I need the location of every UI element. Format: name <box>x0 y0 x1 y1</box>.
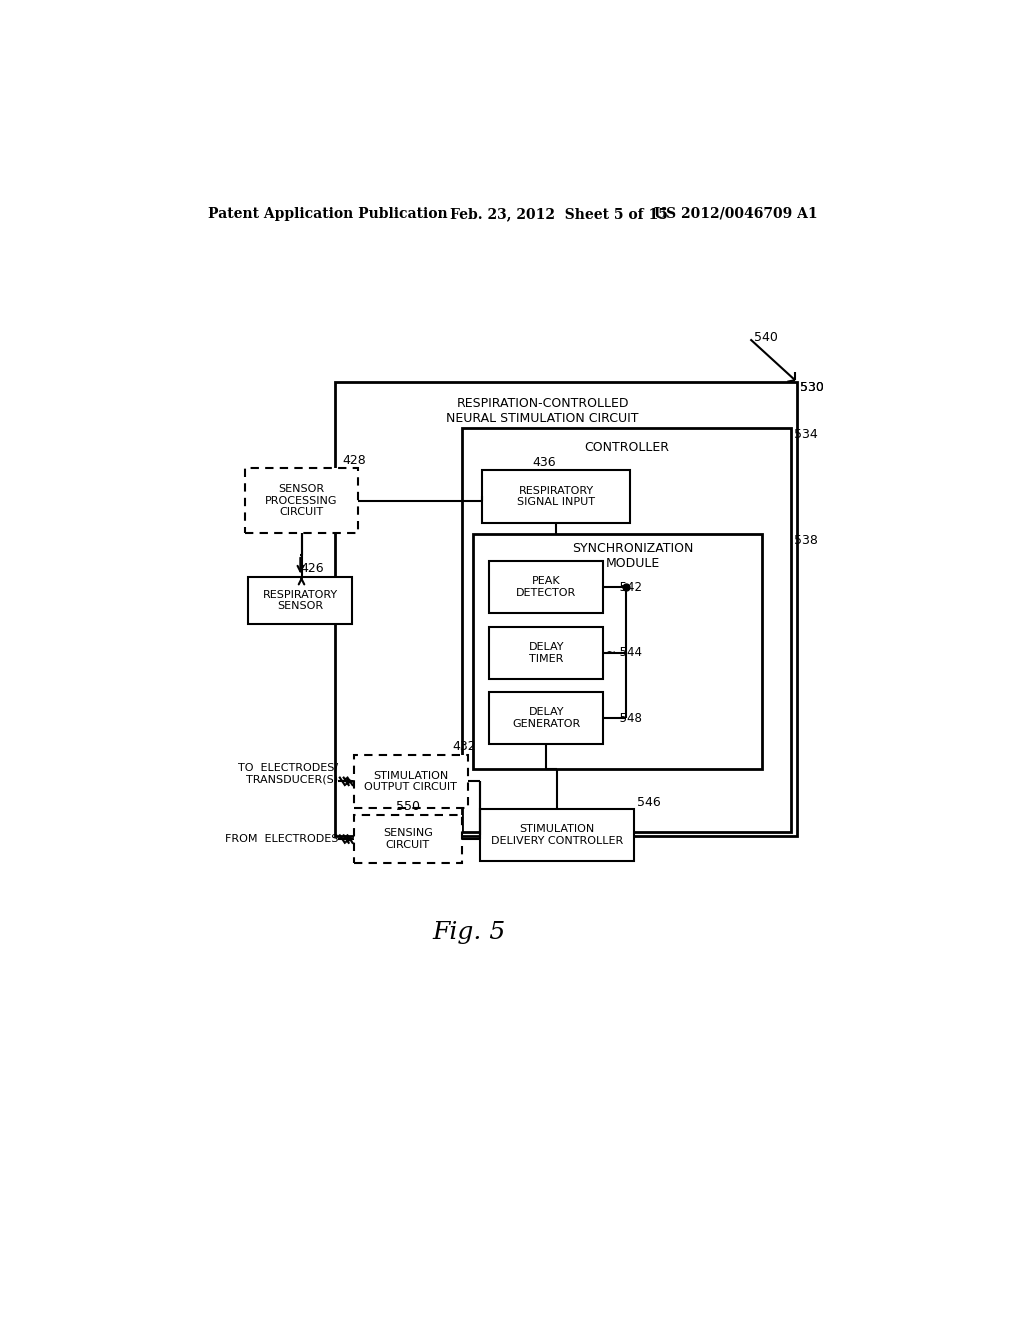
Bar <box>245 469 358 533</box>
Text: ~ 544: ~ 544 <box>606 647 642 659</box>
Bar <box>489 692 603 744</box>
Text: 428: 428 <box>343 454 367 467</box>
Text: 550: 550 <box>395 800 420 813</box>
Bar <box>489 561 603 614</box>
Bar <box>335 381 797 836</box>
Text: 530: 530 <box>800 381 823 395</box>
Text: SENSOR
PROCESSING
CIRCUIT: SENSOR PROCESSING CIRCUIT <box>265 484 338 517</box>
Bar <box>354 755 468 808</box>
Bar <box>249 577 352 624</box>
Text: RESPIRATORY
SENSOR: RESPIRATORY SENSOR <box>263 590 338 611</box>
Text: FROM  ELECTRODES: FROM ELECTRODES <box>225 834 339 843</box>
Text: CONTROLLER: CONTROLLER <box>584 441 669 454</box>
Text: DELAY
GENERATOR: DELAY GENERATOR <box>512 708 581 729</box>
Text: STIMULATION
OUTPUT CIRCUIT: STIMULATION OUTPUT CIRCUIT <box>365 771 458 792</box>
Text: TO  ELECTRODES/
TRANSDUCER(S): TO ELECTRODES/ TRANSDUCER(S) <box>239 763 339 784</box>
Bar <box>489 627 603 678</box>
Text: DELAY
TIMER: DELAY TIMER <box>528 642 564 664</box>
Text: 546: 546 <box>637 796 660 809</box>
Text: 530: 530 <box>800 381 823 395</box>
Text: 426: 426 <box>300 562 324 576</box>
Text: 534: 534 <box>795 428 818 441</box>
Text: SYNCHRONIZATION
MODULE: SYNCHRONIZATION MODULE <box>572 541 693 570</box>
Bar <box>481 470 631 523</box>
Text: 540: 540 <box>755 331 778 345</box>
Bar <box>462 428 792 832</box>
Text: RESPIRATORY
SIGNAL INPUT: RESPIRATORY SIGNAL INPUT <box>517 486 595 507</box>
Bar <box>473 535 762 770</box>
Text: SENSING
CIRCUIT: SENSING CIRCUIT <box>383 828 433 850</box>
Text: STIMULATION
DELIVERY CONTROLLER: STIMULATION DELIVERY CONTROLLER <box>492 825 624 846</box>
Text: US 2012/0046709 A1: US 2012/0046709 A1 <box>654 207 818 220</box>
Text: Patent Application Publication: Patent Application Publication <box>208 207 447 220</box>
Text: ~ 542: ~ 542 <box>606 581 642 594</box>
Text: RESPIRATION-CONTROLLED
NEURAL STIMULATION CIRCUIT: RESPIRATION-CONTROLLED NEURAL STIMULATIO… <box>446 397 639 425</box>
Text: 538: 538 <box>795 533 818 546</box>
Text: 432: 432 <box>453 741 476 754</box>
Text: PEAK
DETECTOR: PEAK DETECTOR <box>516 577 577 598</box>
Text: 436: 436 <box>532 455 556 469</box>
Text: Feb. 23, 2012  Sheet 5 of 15: Feb. 23, 2012 Sheet 5 of 15 <box>451 207 668 220</box>
Bar <box>480 809 634 862</box>
Text: ~ 548: ~ 548 <box>606 711 642 725</box>
Text: Fig. 5: Fig. 5 <box>433 921 506 944</box>
Bar <box>354 816 462 863</box>
